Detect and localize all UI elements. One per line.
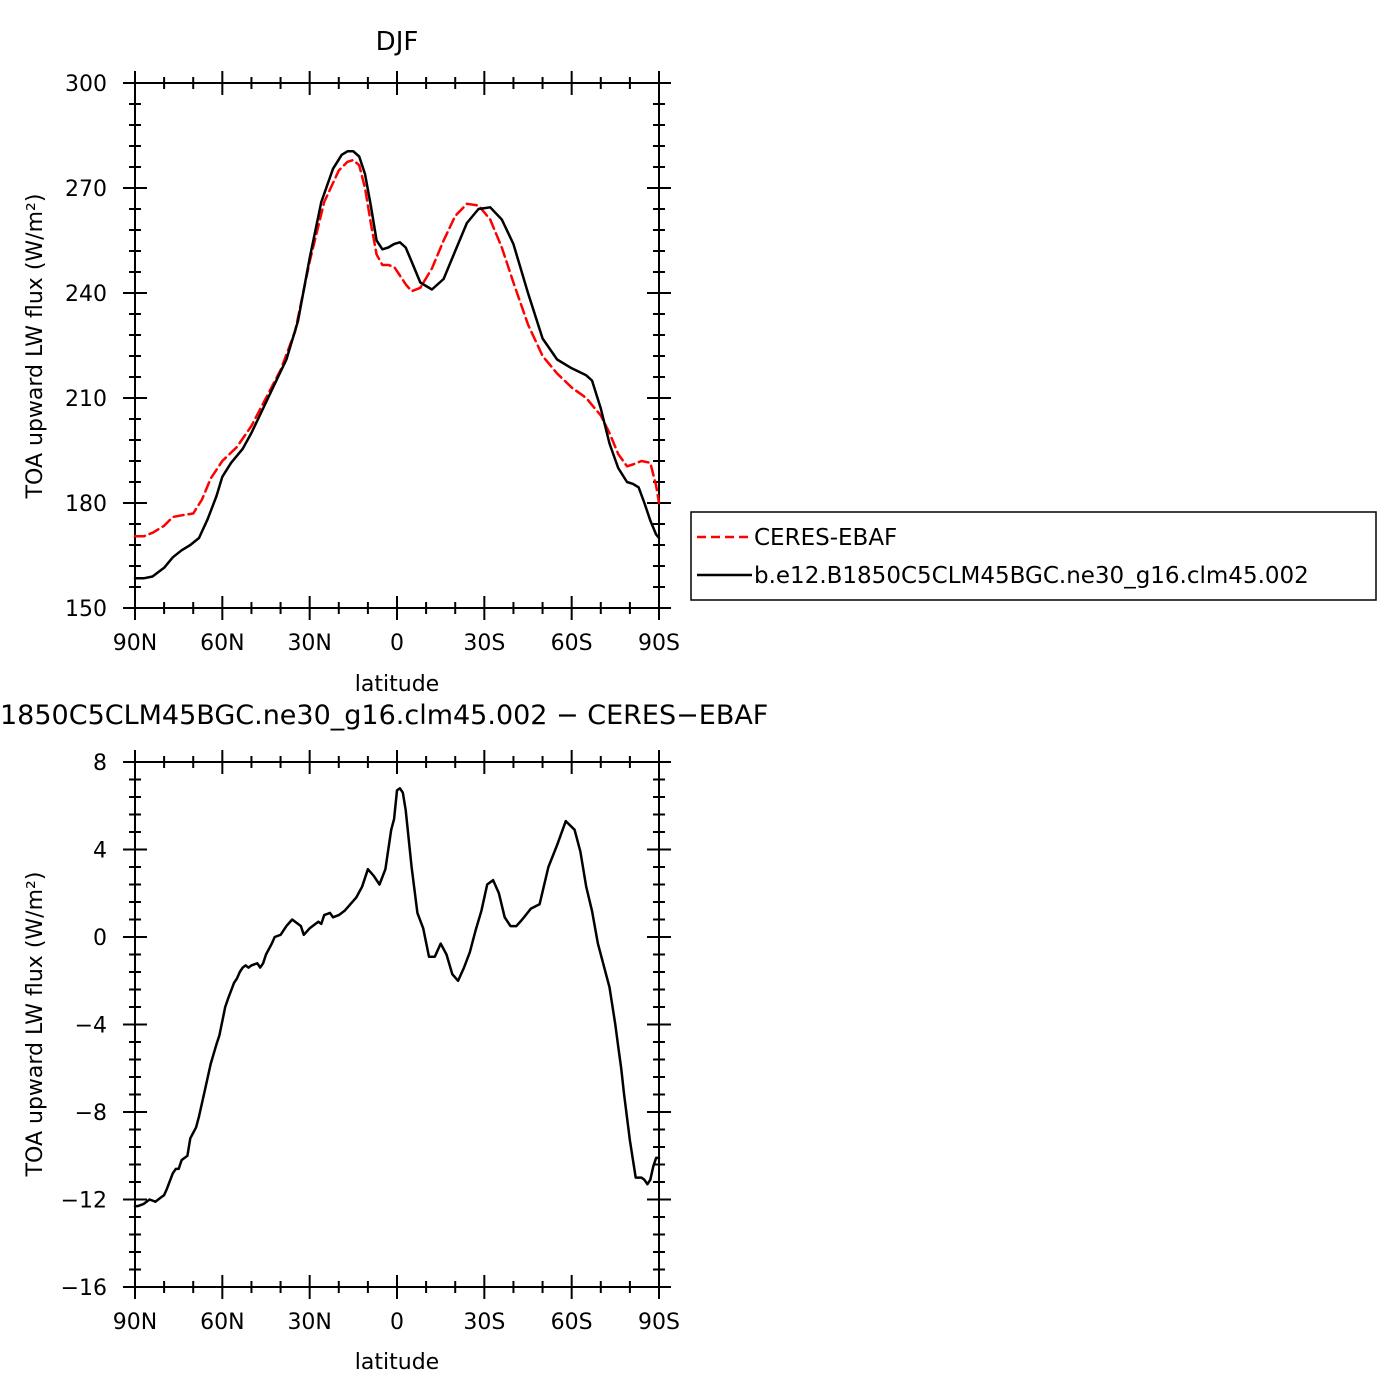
legend: CERES-EBAF b.e12.B1850C5CLM45BGC.ne30_g1… [690, 511, 1377, 601]
bottom-x-tick-label: 60N [200, 1310, 244, 1335]
top-y-tick-label: 300 [65, 72, 107, 97]
top-x-tick-label: 90N [113, 631, 157, 656]
bottom-x-tick-label: 90S [638, 1310, 680, 1335]
bottom-y-tick-label: −4 [75, 1014, 107, 1039]
bottom-panel: 1850C5CLM45BGC.ne30_g16.clm45.002 − CERE… [0, 700, 768, 1375]
top-plot-area: 90N 60N 30N 0 30S 60S 90S 150 180 210 240 270 300 [65, 71, 680, 656]
top-x-tick-label: 30S [463, 631, 505, 656]
top-x-tick-label: 60S [551, 631, 593, 656]
bottom-x-tick-label: 30N [287, 1310, 331, 1335]
legend-label-model: b.e12.B1850C5CLM45BGC.ne30_g16.clm45.002 [754, 563, 1309, 589]
legend-label-ceres-ebaf: CERES-EBAF [754, 525, 897, 551]
top-y-tick-label: 240 [65, 282, 107, 307]
bottom-y-tick-label: −12 [61, 1189, 107, 1214]
top-x-axis-label: latitude [355, 672, 439, 697]
top-y-tick-label: 180 [65, 492, 107, 517]
top-x-tick-label: 90S [638, 631, 680, 656]
top-y-axis-label: TOA upward LW flux (W/m²) [23, 194, 48, 500]
top-x-tick-label: 60N [200, 631, 244, 656]
legend-box [690, 511, 1377, 601]
bottom-x-tick-label: 0 [390, 1310, 404, 1335]
top-y-tick-label: 210 [65, 387, 107, 412]
top-series-line-model [133, 150, 661, 580]
top-y-tick-label: 150 [65, 597, 107, 622]
bottom-y-tick-label: 0 [93, 926, 107, 951]
bottom-y-tick-label: −8 [75, 1101, 107, 1126]
bottom-y-tick-label: 8 [93, 751, 107, 776]
bottom-series-line-model [133, 787, 661, 1208]
bottom-x-tick-label: 90N [113, 1310, 157, 1335]
top-chart-title: DJF [376, 27, 419, 57]
bottom-y-tick-label: −16 [61, 1276, 107, 1301]
bottom-x-tick-label: 30S [463, 1310, 505, 1335]
top-y-tick-label: 270 [65, 177, 107, 202]
top-panel: DJF TOA upward LW flux (W/m²) 90N 60N 30N 0… [23, 27, 680, 697]
top-series-line-ceres-ebaf [133, 158, 661, 538]
bottom-y-axis-label: TOA upward LW flux (W/m²) [23, 872, 48, 1178]
bottom-x-axis-label: latitude [355, 1350, 439, 1375]
bottom-plot-area: 90N 60N 30N 0 30S 60S 90S −16 −12 −8 −4 0 4 8 [61, 750, 680, 1335]
bottom-chart-title: 1850C5CLM45BGC.ne30_g16.clm45.002 − CERE… [0, 700, 768, 731]
bottom-y-tick-label: 4 [93, 839, 107, 864]
top-x-tick-label: 0 [390, 631, 404, 656]
top-x-tick-label: 30N [287, 631, 331, 656]
bottom-x-tick-label: 60S [551, 1310, 593, 1335]
